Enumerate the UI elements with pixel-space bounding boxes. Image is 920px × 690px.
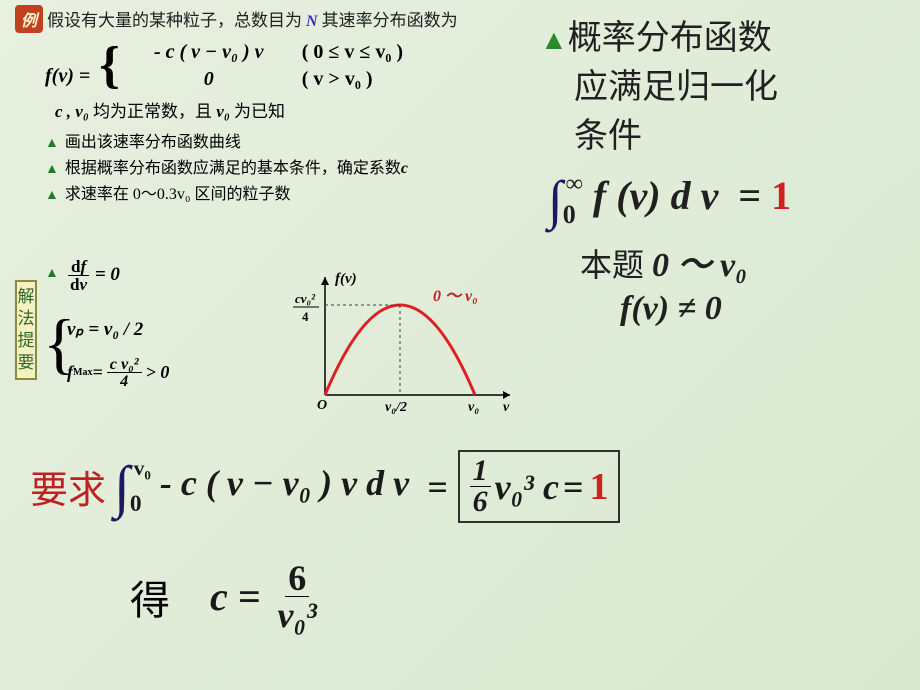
dfdv-eq: = 0 — [95, 264, 120, 285]
r-l2: 应满足归一化 — [574, 59, 910, 108]
origin-label: O — [317, 398, 327, 413]
fmax-gt: > 0 — [146, 362, 170, 383]
norm-integral: ∫0∞ f (v) d v = 1 — [548, 169, 910, 231]
note-v0: v₀ — [216, 102, 229, 121]
problem-intro-pre: 假设有大量的某种粒子，总数目为 — [47, 11, 302, 30]
int-low: 0 — [563, 200, 576, 229]
fmax-den: 4 — [117, 373, 131, 389]
fmax-sub: Max — [73, 367, 92, 378]
solve-badge: 解法提要 — [15, 280, 37, 380]
left-brace: { — [99, 45, 120, 87]
result-line: 得 c = 6v₀³ — [130, 560, 320, 633]
y-axis-label: f(v) — [335, 271, 357, 287]
eq1: = — [427, 466, 448, 508]
b-int-low: 0 — [130, 491, 142, 517]
piece1-expr: - c ( v − v₀ ) v — [124, 41, 294, 64]
distribution-chart: O v₀/2 v₀ v f(v) cv₀² 4 0 ～ v₀ — [275, 265, 525, 420]
example-badge: 例 — [15, 5, 43, 33]
yaoqiu: 要求 — [30, 459, 106, 514]
boxed-result: 16 v₀³ c = 1 — [458, 450, 621, 523]
xtick-v0: v₀ — [468, 400, 479, 415]
bullet-1: 画出该速率分布函数曲线 — [65, 134, 241, 151]
benti: 本题 — [580, 247, 644, 283]
fv-neq: f(v) ≠ 0 — [620, 290, 910, 328]
problem-block: 例 假设有大量的某种粒子，总数目为 N 其速率分布函数为 f(v) = { - … — [15, 5, 525, 206]
tri-icon: ▲ — [45, 266, 59, 282]
piece2-cond: ( v > v₀ ) — [302, 68, 373, 91]
de: 得 — [130, 568, 170, 626]
tri-icon: ▲ — [45, 162, 59, 177]
integrand: - c ( v − v₀ ) v d v — [160, 463, 409, 503]
note-t2: 为已知 — [234, 102, 285, 121]
chart-svg: O v₀/2 v₀ v f(v) cv₀² 4 0 ～ v₀ — [275, 265, 525, 420]
x-axis-label: v — [503, 400, 510, 415]
tri-icon: ▲ — [45, 188, 59, 203]
solution-hints: 解法提要 ▲ dfdv = 0 { vₚ = v₀ / 2 fMax = c v… — [15, 258, 270, 423]
vp-line: vₚ = v₀ / 2 — [67, 318, 143, 341]
range: 0 ～ v₀ — [652, 247, 747, 284]
res-num: 6 — [285, 560, 309, 597]
bullet-3: 求速率在 0～0.3v₀ 区间的粒子数 — [65, 186, 291, 203]
var-N: N — [306, 13, 318, 30]
benti-line: 本题 0 ～ v₀ — [580, 237, 910, 286]
int-body: f (v) d v — [593, 173, 718, 218]
frac-num: 1 — [470, 456, 491, 487]
r-l1: 概率分布函数 — [568, 20, 772, 57]
task-list: ▲ 画出该速率分布函数曲线 ▲ 根据概率分布函数应满足的基本条件，确定系数c ▲ 求速… — [45, 128, 525, 204]
note-t1: 均为正常数，且 — [93, 102, 212, 121]
fmax-line: fMax = c v₀²4 > 0 — [67, 356, 169, 389]
c-eq: c = — [210, 573, 261, 620]
b-int-up: v₀ — [134, 456, 151, 480]
tri-icon: ▲ — [45, 136, 59, 151]
frac-den: 6 — [470, 487, 491, 517]
constants-note: c , v₀ 均为正常数，且 v₀ 为已知 — [55, 97, 525, 122]
xtick-vhalf: v₀/2 — [385, 400, 407, 415]
fv-lhs: f(v) = — [45, 65, 90, 87]
ytick-num: cv₀² — [295, 291, 316, 306]
ytick-den: 4 — [302, 309, 309, 324]
bullet2-c: c — [401, 160, 408, 177]
fmax-num: c v₀² — [107, 356, 142, 373]
fmax-eq: = — [92, 362, 102, 383]
req-integral: ∫0v₀ - c ( v − v₀ ) v d v — [114, 453, 409, 520]
r-l3: 条件 — [574, 108, 910, 157]
piece2-expr: 0 — [124, 68, 294, 91]
normalization-block: ▲概率分布函数 应满足归一化 条件 ∫0∞ f (v) d v = 1 本题 0… — [540, 10, 910, 328]
dfdv: dfdv = 0 — [67, 258, 120, 293]
v0c: v₀³ c — [495, 466, 559, 508]
requirement-line: 要求 ∫0v₀ - c ( v − v₀ ) v d v = 16 v₀³ c … — [30, 450, 900, 523]
piece1-cond: ( 0 ≤ v ≤ v₀ ) — [302, 41, 403, 64]
res-den: v₀³ — [275, 597, 320, 633]
problem-intro-post: 其速率分布函数为 — [322, 11, 458, 30]
range-label: 0 ～ v₀ — [433, 288, 478, 305]
tri-icon: ▲ — [540, 25, 568, 56]
bullet-2: 根据概率分布函数应满足的基本条件，确定系数 — [65, 160, 401, 177]
piecewise-def: f(v) = { - c ( v − v₀ ) v ( 0 ≤ v ≤ v₀ )… — [45, 41, 525, 91]
note-vars: c , v₀ — [55, 102, 89, 121]
int-up: ∞ — [566, 171, 583, 197]
